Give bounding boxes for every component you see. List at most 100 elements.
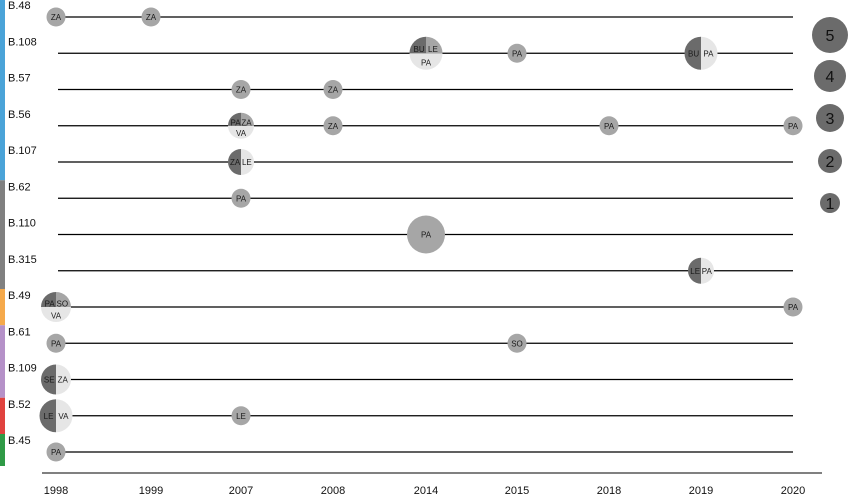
bubble: SO xyxy=(507,333,527,353)
size-legend-circle xyxy=(814,60,846,92)
year-tick-label: 2008 xyxy=(321,485,345,497)
bubble-wedge xyxy=(688,257,701,284)
bubble-wedge xyxy=(228,149,241,175)
bubble-wedge xyxy=(41,307,71,322)
bubble: PA xyxy=(407,215,445,254)
bubble: ZA xyxy=(141,7,161,27)
bubble-circle xyxy=(323,116,343,136)
row-label: B.108 xyxy=(8,36,37,48)
row-label: B.48 xyxy=(8,0,31,12)
bubble-code-label: BU xyxy=(414,45,425,54)
bubble-circle xyxy=(407,215,445,254)
bubble-code-label: PA xyxy=(231,119,242,128)
bubble-code-label: VA xyxy=(51,311,62,320)
year-tick-label: 2007 xyxy=(229,485,253,497)
bubble-wedge xyxy=(41,292,56,307)
bubble: ZA xyxy=(231,80,251,99)
bubble-code-label: PA xyxy=(702,267,713,276)
bubble-code-label: PA xyxy=(604,122,615,131)
bubble-wedge xyxy=(39,399,56,433)
year-tick-label: 2020 xyxy=(781,485,805,497)
bubble-wedge xyxy=(228,125,254,139)
bubble-code-label: PA xyxy=(421,58,432,67)
row-label: B.110 xyxy=(8,218,36,230)
bubble: PA xyxy=(507,43,527,63)
bubble: PA xyxy=(231,188,251,208)
group-bar-orange xyxy=(0,289,5,326)
bubble-code-label: SO xyxy=(511,339,523,348)
bubble-wedge xyxy=(228,112,241,126)
bubble-circle xyxy=(46,7,66,27)
group-bar-purple xyxy=(0,325,5,398)
row-label: B.62 xyxy=(8,181,31,193)
bubble-wedge xyxy=(56,399,73,433)
bubble-wedge xyxy=(701,257,715,284)
bubble-code-label: VA xyxy=(58,412,69,421)
bubble-code-label: PA xyxy=(51,448,62,457)
bubble: ZA xyxy=(323,80,343,99)
bubble: LE xyxy=(231,406,251,426)
bubble-code-label: PA xyxy=(45,299,56,308)
group-bar-green xyxy=(0,434,5,466)
bubble: ZA LE xyxy=(228,149,254,175)
bubble-code-label: SE xyxy=(44,376,55,385)
bubble-code-label: ZA xyxy=(146,13,157,22)
size-legend-circle xyxy=(816,104,844,132)
size-legend-entry: 3 xyxy=(816,104,844,132)
bubble-wedge xyxy=(409,53,443,70)
year-tick-label: 2015 xyxy=(505,485,529,497)
size-legend-label: 5 xyxy=(826,28,835,45)
bubble-code-label: ZA xyxy=(51,13,62,22)
bubble-code-label: SO xyxy=(57,299,69,308)
size-legend-entry: 2 xyxy=(818,149,842,173)
bubble-wedge xyxy=(56,364,71,395)
group-bar-red xyxy=(0,397,5,434)
bubble: PA xyxy=(783,116,803,136)
year-tick-label: 2019 xyxy=(689,485,713,497)
bubble-circle xyxy=(783,116,803,136)
row-labels: B.48 B.108 B.57 B.56 B.107 B.62 B.110 B.315 B.49… xyxy=(8,0,37,447)
bubble-wedge xyxy=(426,36,443,54)
size-legend-circle xyxy=(820,193,840,213)
bubble-code-label: ZA xyxy=(58,376,69,385)
bubble-circle xyxy=(46,333,66,353)
bubble: BU PA xyxy=(684,36,718,70)
bubble-code-label: LE xyxy=(690,267,700,276)
size-legend-label: 3 xyxy=(826,111,835,128)
bubble-code-label: PA xyxy=(788,303,799,312)
row-label: B.57 xyxy=(8,73,31,85)
bubble-code-label: PA xyxy=(703,49,714,58)
bubble-code-label: BU xyxy=(688,49,699,58)
row-label: B.61 xyxy=(8,326,31,338)
bubble-code-label: ZA xyxy=(230,158,241,167)
size-legend-label: 1 xyxy=(826,196,835,213)
bubble-circle xyxy=(783,297,803,317)
bubble-code-label: PA xyxy=(421,231,432,240)
bubble-wedge xyxy=(409,36,426,54)
row-lines xyxy=(58,16,793,453)
bubble-code-label: ZA xyxy=(236,86,247,95)
bubble-code-label: VA xyxy=(236,129,247,138)
bubble: PA xyxy=(46,442,66,462)
row-label: B.49 xyxy=(8,290,31,302)
lineage-group-bars xyxy=(0,0,5,466)
bubble: BU LE PA xyxy=(409,36,443,70)
size-legend: 5 4 3 2 1 xyxy=(812,17,848,213)
bubble: SE ZA xyxy=(41,364,71,395)
year-tick-label: 1999 xyxy=(139,485,163,497)
bubble-wedge xyxy=(56,292,71,307)
bubble-circle xyxy=(323,80,343,99)
bubble-circle xyxy=(231,80,251,99)
bubble-code-label: PA xyxy=(51,339,62,348)
bubble-wedge xyxy=(241,112,254,126)
group-bar-blue xyxy=(0,0,5,181)
year-tick-label: 2014 xyxy=(414,485,438,497)
bubble-circle xyxy=(599,116,619,136)
bubble-code-label: LE xyxy=(242,158,252,167)
row-label: B.52 xyxy=(8,399,31,411)
bubble-code-label: LE xyxy=(428,45,438,54)
bubble-code-label: ZA xyxy=(328,86,339,95)
bubble-wedge xyxy=(701,36,718,70)
